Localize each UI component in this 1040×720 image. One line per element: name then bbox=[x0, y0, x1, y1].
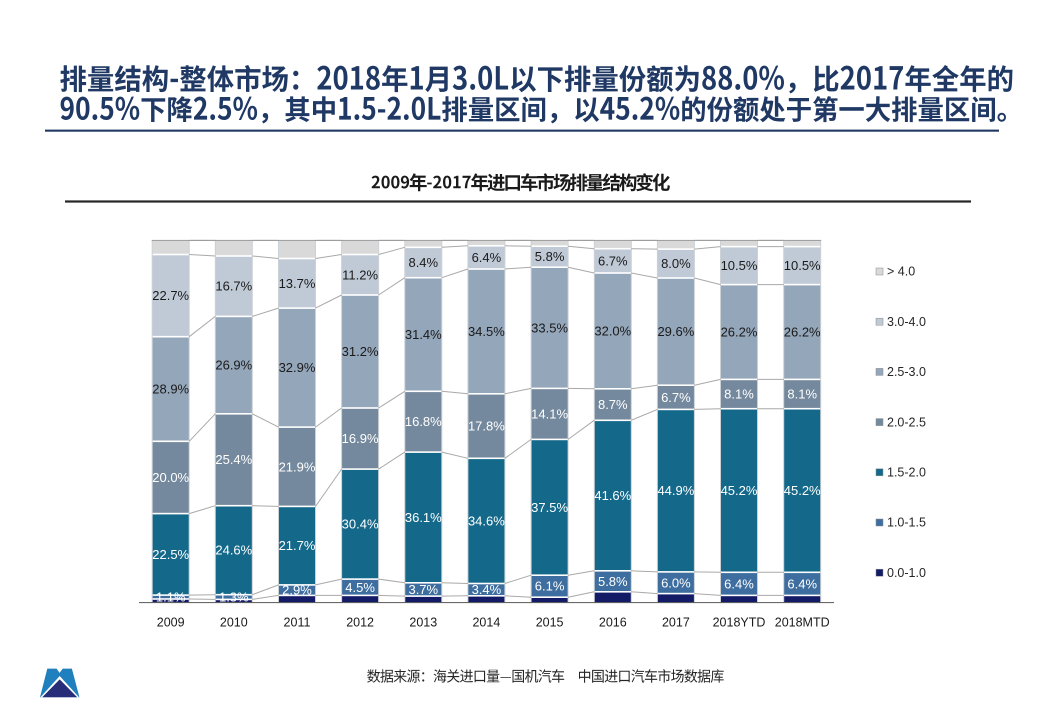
svg-text:29.6%: 29.6% bbox=[657, 324, 694, 339]
svg-text:6.4%: 6.4% bbox=[472, 250, 502, 265]
svg-text:33.5%: 33.5% bbox=[531, 320, 568, 335]
svg-text:2009: 2009 bbox=[157, 616, 185, 630]
svg-text:16.8%: 16.8% bbox=[405, 414, 442, 429]
svg-text:8.1%: 8.1% bbox=[724, 387, 754, 402]
svg-text:45.2%: 45.2% bbox=[784, 483, 821, 498]
svg-text:6.0%: 6.0% bbox=[661, 575, 691, 590]
svg-text:1.0-1.5: 1.0-1.5 bbox=[887, 516, 926, 530]
svg-text:20.0%: 20.0% bbox=[152, 470, 189, 485]
svg-text:36.1%: 36.1% bbox=[405, 510, 442, 525]
svg-text:10.5%: 10.5% bbox=[721, 258, 758, 273]
svg-text:2.0-2.5: 2.0-2.5 bbox=[887, 415, 926, 429]
svg-text:2018YTD: 2018YTD bbox=[713, 616, 766, 630]
svg-text:2017: 2017 bbox=[662, 616, 690, 630]
svg-text:6.4%: 6.4% bbox=[787, 576, 817, 591]
svg-text:2011: 2011 bbox=[284, 616, 311, 630]
svg-text:3.7%: 3.7% bbox=[408, 582, 438, 597]
svg-text:6.7%: 6.7% bbox=[661, 390, 691, 405]
svg-text:8.4%: 8.4% bbox=[408, 255, 438, 270]
svg-text:13.7%: 13.7% bbox=[279, 276, 316, 291]
svg-text:3.0-4.0: 3.0-4.0 bbox=[887, 315, 926, 329]
svg-text:34.6%: 34.6% bbox=[468, 513, 505, 528]
svg-text:45.2%: 45.2% bbox=[721, 483, 758, 498]
svg-text:34.5%: 34.5% bbox=[468, 324, 505, 339]
svg-text:32.9%: 32.9% bbox=[279, 360, 316, 375]
svg-text:6.1%: 6.1% bbox=[535, 579, 565, 594]
svg-text:2.5-3.0: 2.5-3.0 bbox=[887, 365, 926, 379]
svg-text:16.9%: 16.9% bbox=[342, 431, 379, 446]
svg-text:25.4%: 25.4% bbox=[215, 452, 252, 467]
svg-text:24.6%: 24.6% bbox=[215, 543, 252, 558]
svg-text:26.9%: 26.9% bbox=[215, 358, 252, 373]
svg-text:8.0%: 8.0% bbox=[661, 256, 691, 271]
svg-text:17.8%: 17.8% bbox=[468, 419, 505, 434]
svg-text:8.1%: 8.1% bbox=[787, 387, 817, 402]
svg-text:2016: 2016 bbox=[599, 616, 627, 630]
svg-text:16.7%: 16.7% bbox=[215, 279, 252, 294]
svg-text:30.4%: 30.4% bbox=[342, 517, 379, 532]
svg-text:2015: 2015 bbox=[536, 616, 564, 630]
svg-text:14.1%: 14.1% bbox=[531, 406, 568, 421]
svg-text:1.3%: 1.3% bbox=[219, 590, 249, 605]
svg-text:22.5%: 22.5% bbox=[152, 547, 189, 562]
svg-text:2014: 2014 bbox=[472, 616, 500, 630]
svg-text:4.5%: 4.5% bbox=[345, 580, 375, 595]
svg-text:2.9%: 2.9% bbox=[282, 583, 312, 598]
svg-text:6.4%: 6.4% bbox=[724, 576, 754, 591]
svg-text:6.7%: 6.7% bbox=[598, 253, 628, 268]
svg-text:3.4%: 3.4% bbox=[472, 582, 502, 597]
svg-text:1.5-2.0: 1.5-2.0 bbox=[887, 466, 926, 480]
svg-text:2012: 2012 bbox=[346, 616, 374, 630]
svg-text:5.8%: 5.8% bbox=[598, 574, 628, 589]
svg-text:31.2%: 31.2% bbox=[342, 344, 379, 359]
svg-text:11.2%: 11.2% bbox=[342, 267, 378, 282]
svg-text:22.7%: 22.7% bbox=[152, 288, 189, 303]
svg-text:8.7%: 8.7% bbox=[598, 397, 628, 412]
svg-text:37.5%: 37.5% bbox=[531, 500, 568, 515]
svg-text:26.2%: 26.2% bbox=[784, 325, 821, 340]
svg-text:5.8%: 5.8% bbox=[535, 249, 565, 264]
svg-text:2013: 2013 bbox=[409, 616, 437, 630]
svg-text:1.1%: 1.1% bbox=[156, 590, 186, 605]
svg-text:10.5%: 10.5% bbox=[784, 258, 821, 273]
svg-text:28.9%: 28.9% bbox=[152, 382, 189, 397]
svg-text:> 4.0: > 4.0 bbox=[887, 265, 915, 279]
svg-text:41.6%: 41.6% bbox=[594, 488, 631, 503]
svg-text:26.2%: 26.2% bbox=[721, 325, 758, 340]
svg-text:21.7%: 21.7% bbox=[279, 538, 316, 553]
svg-text:44.9%: 44.9% bbox=[657, 483, 694, 498]
svg-text:2010: 2010 bbox=[220, 616, 248, 630]
svg-text:31.4%: 31.4% bbox=[405, 327, 442, 342]
svg-text:0.0-1.0: 0.0-1.0 bbox=[887, 566, 926, 580]
svg-text:32.0%: 32.0% bbox=[594, 323, 631, 338]
svg-text:2018MTD: 2018MTD bbox=[775, 616, 830, 630]
svg-text:21.9%: 21.9% bbox=[279, 459, 316, 474]
